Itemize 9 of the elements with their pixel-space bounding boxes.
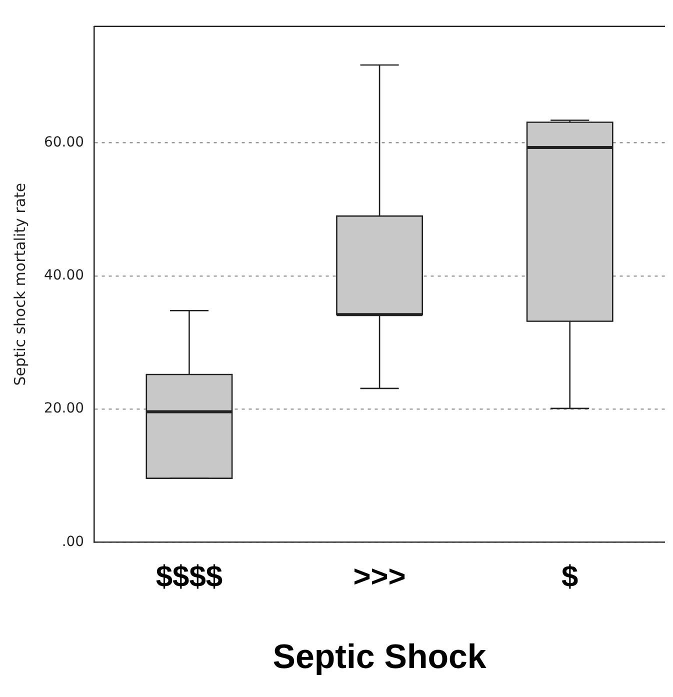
y-tick-label: 40.00 bbox=[44, 268, 84, 284]
x-tick-label: $ bbox=[562, 560, 579, 594]
x-axis-title: Septic Shock bbox=[272, 638, 486, 676]
y-tick-label: .00 bbox=[62, 534, 84, 550]
y-tick-label: 60.00 bbox=[44, 134, 84, 151]
y-tick-label: 20.00 bbox=[44, 400, 84, 417]
x-tick-label: >>> bbox=[353, 560, 406, 594]
x-tick-label: $$$$ bbox=[156, 560, 223, 594]
y-axis-title: Septic shock mortality rate bbox=[10, 182, 29, 386]
